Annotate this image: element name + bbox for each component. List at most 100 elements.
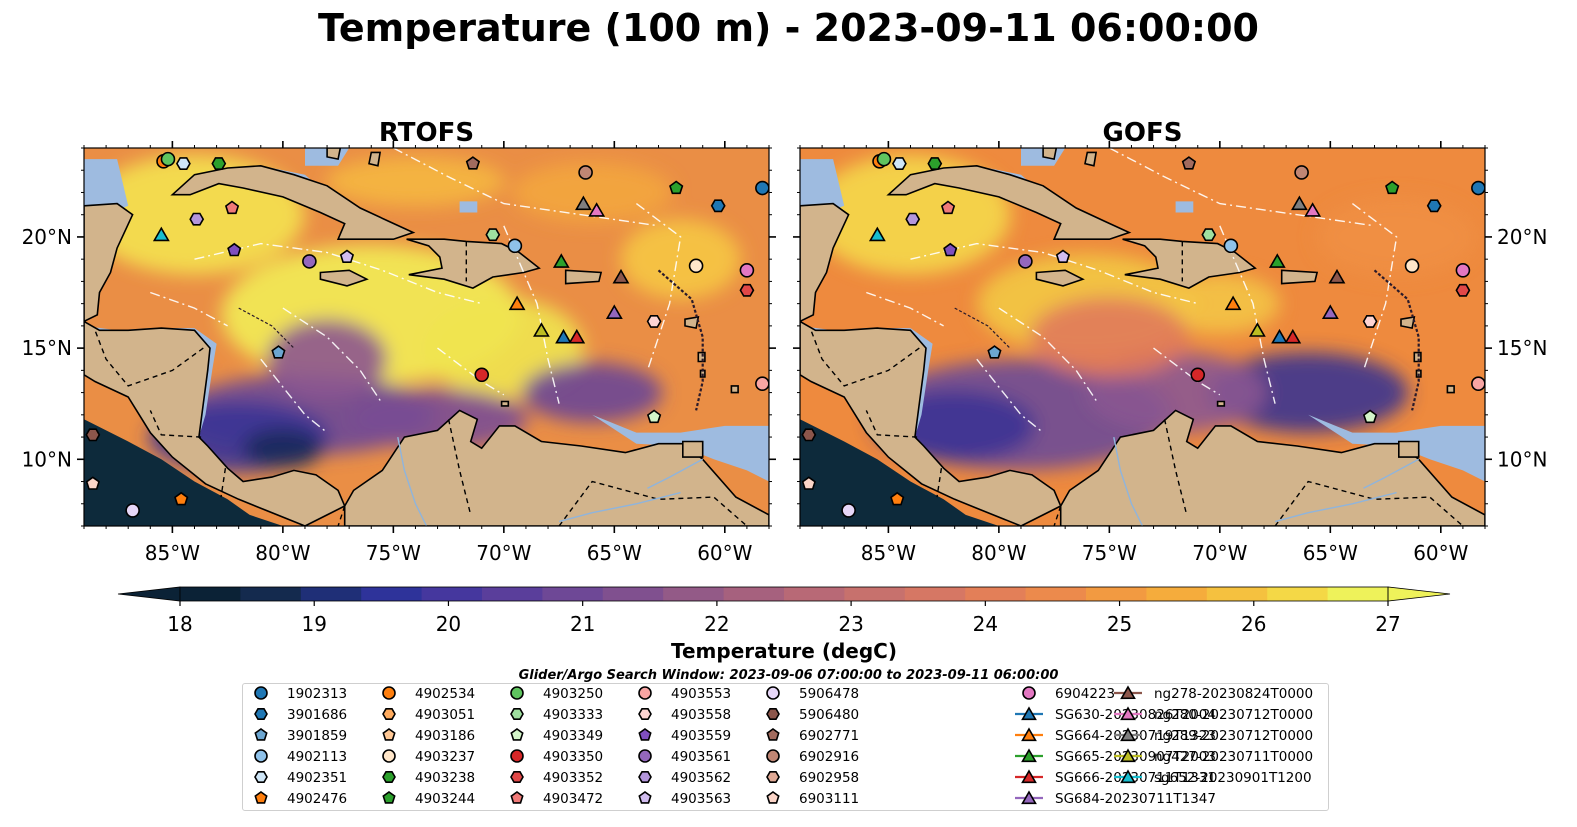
legend-marker <box>510 707 524 721</box>
colorbar-tick-label: 22 <box>704 612 729 636</box>
obs-marker <box>85 476 100 490</box>
river <box>1363 458 1420 489</box>
colorbar-segment <box>240 587 302 601</box>
legend-label: 6903111 <box>799 791 859 807</box>
obs-marker <box>688 258 704 274</box>
land-mass <box>500 400 510 407</box>
obs-marker <box>552 253 570 268</box>
obs-marker <box>1471 376 1485 391</box>
obs-marker <box>175 157 191 170</box>
land-mass <box>1280 269 1319 285</box>
legend-marker <box>254 707 268 721</box>
legend-label: 4903237 <box>415 749 475 765</box>
legend-marker <box>766 749 780 763</box>
colorbar-tick-label: 18 <box>167 612 192 636</box>
shelf-area <box>459 201 478 213</box>
colorbar-segment <box>602 587 664 601</box>
x-tick-label: 85°W <box>861 541 916 565</box>
country-border <box>1053 505 1062 526</box>
obs-marker <box>588 202 606 217</box>
isobath-contour <box>657 269 704 411</box>
land-mass <box>1042 148 1058 161</box>
colorbar-segment <box>904 587 966 601</box>
legend-marker <box>766 791 780 804</box>
land-mass <box>681 440 704 458</box>
legend-marker <box>382 728 396 741</box>
legend-marker <box>638 791 652 804</box>
obs-marker <box>1294 165 1309 180</box>
eez-boundary <box>998 307 1099 405</box>
obs-marker <box>1284 328 1302 344</box>
colorbar-segment <box>1327 587 1389 601</box>
legend-marker <box>1021 790 1037 805</box>
obs-marker <box>508 295 526 311</box>
legend-marker <box>1021 706 1037 721</box>
legend: 1902313 3901686 3901859 4902113 4902351 49024… <box>242 683 1329 811</box>
colorbar-segment <box>1146 587 1208 601</box>
obs-marker <box>465 156 481 170</box>
river <box>1274 491 1397 523</box>
land-mass <box>1398 440 1420 458</box>
obs-marker <box>890 491 905 506</box>
obs-marker <box>868 226 886 242</box>
legend-label: 3901859 <box>287 728 347 744</box>
land-mass <box>886 164 1132 240</box>
obs-marker <box>174 491 189 506</box>
land-mass <box>564 269 603 285</box>
shelf-area <box>84 159 129 215</box>
legend-marker <box>638 728 652 741</box>
land-mass <box>368 151 382 167</box>
obs-marker <box>739 262 755 278</box>
obs-marker <box>605 304 623 320</box>
obs-marker <box>1321 304 1339 320</box>
x-tick-label: 70°W <box>476 541 531 565</box>
obs-marker <box>1328 268 1346 284</box>
legend-marker <box>510 728 524 741</box>
obs-marker <box>1223 238 1239 254</box>
x-tick-label: 70°W <box>1192 541 1247 565</box>
country-border <box>558 480 748 526</box>
y-tick-label: 15°N <box>1497 336 1547 360</box>
colorbar-frame <box>179 586 1389 602</box>
obs-marker <box>1190 367 1206 383</box>
obs-marker <box>1249 322 1266 337</box>
river <box>1113 436 1144 526</box>
colorbar-segment <box>844 587 906 601</box>
country-border <box>1163 419 1188 516</box>
country-border <box>149 410 202 438</box>
legend-marker <box>382 791 396 804</box>
obs-marker <box>1426 199 1442 213</box>
legend-marker <box>510 749 524 763</box>
country-border <box>94 330 204 387</box>
colorbar-tick-label: 21 <box>570 612 595 636</box>
obs-marker <box>160 151 176 167</box>
obs-marker <box>1471 180 1485 196</box>
obs-marker <box>1455 283 1471 297</box>
x-tick-label: 85°W <box>145 541 200 565</box>
obs-marker <box>710 199 726 213</box>
colorbar-segment <box>723 587 785 601</box>
legend-marker <box>1120 769 1136 784</box>
eez-boundary <box>635 203 682 371</box>
legend-marker <box>1120 727 1136 742</box>
colorbar-segment <box>784 587 845 601</box>
legend-label: 4903352 <box>543 770 603 786</box>
y-tick-label: 15°N <box>22 336 72 360</box>
land-mass <box>1084 151 1098 167</box>
map-frame <box>799 147 1486 527</box>
legend-label: ng427-20230711T0000 <box>1154 749 1313 765</box>
legend-marker <box>1021 727 1037 742</box>
land-mass <box>84 202 134 323</box>
obs-marker <box>485 228 501 242</box>
eez-boundary <box>1109 148 1375 227</box>
legend-label: 4903238 <box>415 770 475 786</box>
legend-label: 4903472 <box>543 791 603 807</box>
legend-label: 4903563 <box>671 791 731 807</box>
y-tick-label: 20°N <box>22 225 72 249</box>
legend-label: 4903561 <box>671 749 731 765</box>
eez-boundary <box>1219 225 1276 404</box>
legend-label: 4903333 <box>543 707 603 723</box>
colorbar-tick-label: 25 <box>1107 612 1132 636</box>
x-tick-label: 80°W <box>971 541 1026 565</box>
